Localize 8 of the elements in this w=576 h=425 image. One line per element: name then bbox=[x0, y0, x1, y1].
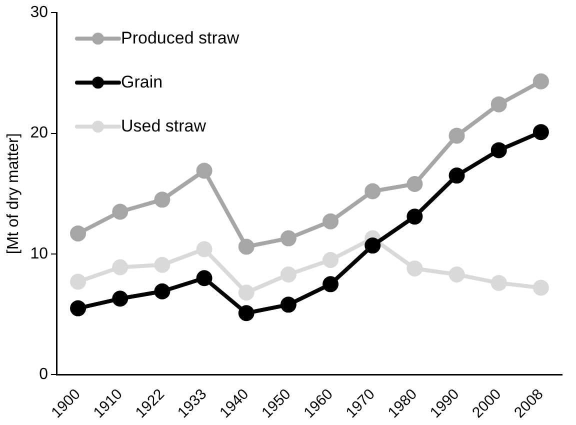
y-tick-label: 20 bbox=[30, 124, 48, 142]
legend-label: Produced straw bbox=[120, 28, 240, 48]
legend-label: Grain bbox=[120, 72, 163, 92]
y-tick-label: 10 bbox=[30, 245, 48, 262]
y-tick-label: 0 bbox=[39, 366, 48, 384]
y-tick-label: 30 bbox=[30, 4, 48, 22]
legend-label: Used straw bbox=[120, 116, 207, 136]
y-axis-title: [Mt of dry matter] bbox=[5, 133, 22, 254]
